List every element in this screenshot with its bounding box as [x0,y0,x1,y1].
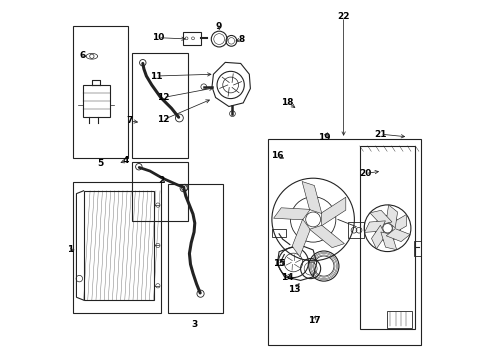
Bar [414,241,421,256]
Text: 18: 18 [281,98,294,107]
Text: 19: 19 [318,133,331,142]
Bar [269,139,421,345]
Text: 4: 4 [123,156,129,165]
Text: 12: 12 [157,93,170,102]
Polygon shape [386,229,410,242]
Bar [73,26,128,158]
Text: 17: 17 [308,316,320,325]
Bar [348,222,364,238]
Polygon shape [365,221,386,233]
Text: 8: 8 [239,35,245,44]
Polygon shape [273,208,310,220]
Polygon shape [292,219,310,257]
Bar [168,184,223,313]
Bar [132,162,188,221]
Text: 15: 15 [273,259,285,268]
Bar [387,311,413,328]
Text: 7: 7 [126,116,133,125]
Bar [272,229,286,237]
Polygon shape [371,225,386,249]
Text: 11: 11 [150,72,162,81]
Text: 20: 20 [359,169,371,178]
Polygon shape [370,210,392,225]
Polygon shape [321,197,346,226]
Text: 1: 1 [67,246,74,255]
Text: 5: 5 [97,159,103,168]
Text: 2: 2 [159,176,165,185]
Polygon shape [386,205,397,228]
Bar [84,191,153,300]
Bar [83,85,110,117]
Polygon shape [392,215,407,234]
Text: 22: 22 [338,12,350,21]
Bar [360,146,416,329]
Text: 13: 13 [288,284,300,293]
Text: 10: 10 [152,33,165,42]
Text: 9: 9 [216,22,222,31]
Text: 3: 3 [191,320,197,329]
Text: 16: 16 [270,152,283,161]
Bar [132,53,188,158]
Text: 6: 6 [79,51,86,60]
Text: 14: 14 [281,273,294,282]
Text: 12: 12 [157,115,170,124]
Bar [73,182,161,313]
Polygon shape [302,181,322,213]
Polygon shape [310,225,344,248]
Polygon shape [381,232,397,250]
Text: 21: 21 [374,130,387,139]
